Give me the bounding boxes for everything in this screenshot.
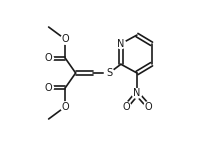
Text: O: O [62, 102, 69, 112]
Text: O: O [45, 83, 52, 93]
Text: O: O [62, 34, 69, 44]
Text: N: N [117, 39, 125, 49]
Circle shape [132, 89, 142, 98]
Circle shape [44, 83, 53, 92]
Text: O: O [122, 102, 130, 112]
Circle shape [61, 102, 70, 111]
Circle shape [44, 54, 53, 63]
Text: N: N [133, 88, 141, 98]
Circle shape [61, 35, 70, 44]
Text: O: O [145, 102, 152, 112]
Circle shape [104, 68, 114, 78]
Text: S: S [106, 68, 112, 78]
Text: O: O [45, 53, 52, 63]
Circle shape [116, 39, 126, 49]
Circle shape [121, 102, 131, 111]
Circle shape [144, 102, 153, 111]
